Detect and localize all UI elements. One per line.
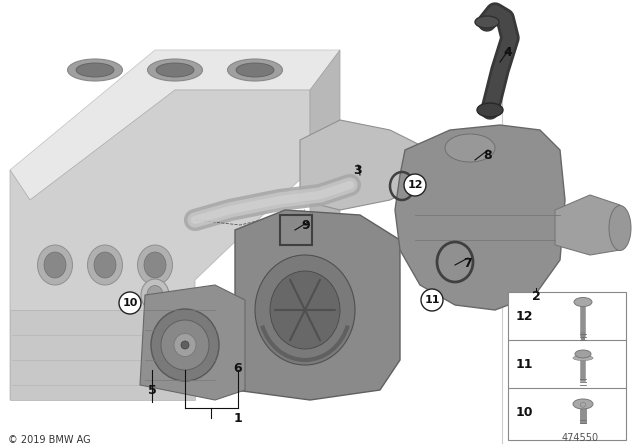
Ellipse shape	[609, 206, 631, 250]
Ellipse shape	[477, 103, 503, 117]
Ellipse shape	[144, 252, 166, 278]
Text: 12: 12	[516, 310, 534, 323]
Circle shape	[404, 174, 426, 196]
Circle shape	[421, 289, 443, 311]
Text: 5: 5	[148, 383, 156, 396]
Ellipse shape	[156, 63, 194, 77]
Ellipse shape	[44, 252, 66, 278]
Ellipse shape	[255, 255, 355, 365]
Polygon shape	[235, 210, 400, 400]
Bar	[508, 292, 626, 440]
Ellipse shape	[174, 333, 196, 357]
Text: 10: 10	[122, 298, 138, 308]
Ellipse shape	[138, 245, 173, 285]
Polygon shape	[10, 90, 310, 400]
Ellipse shape	[574, 297, 592, 306]
Text: 11: 11	[424, 295, 440, 305]
Polygon shape	[10, 50, 340, 200]
Text: © 2019 BMW AG: © 2019 BMW AG	[8, 435, 91, 445]
Ellipse shape	[94, 252, 116, 278]
Polygon shape	[300, 120, 420, 210]
Text: 12: 12	[407, 180, 423, 190]
Ellipse shape	[151, 309, 219, 381]
Text: 6: 6	[234, 362, 243, 375]
Ellipse shape	[141, 279, 169, 311]
Ellipse shape	[147, 59, 202, 81]
Ellipse shape	[575, 350, 591, 358]
Circle shape	[119, 292, 141, 314]
Text: 2: 2	[532, 289, 540, 302]
Ellipse shape	[147, 285, 163, 305]
Ellipse shape	[445, 134, 495, 162]
Polygon shape	[555, 195, 620, 255]
Text: 4: 4	[504, 46, 513, 59]
Ellipse shape	[573, 356, 593, 361]
Ellipse shape	[161, 320, 209, 370]
Polygon shape	[395, 125, 565, 310]
Ellipse shape	[88, 245, 122, 285]
Text: 11: 11	[516, 358, 534, 370]
Ellipse shape	[38, 245, 72, 285]
Ellipse shape	[475, 16, 499, 28]
Polygon shape	[310, 50, 340, 310]
Text: 1: 1	[234, 412, 243, 425]
Bar	[280, 215, 312, 245]
Polygon shape	[140, 285, 245, 400]
Text: 474550: 474550	[561, 433, 598, 443]
Text: 8: 8	[484, 148, 492, 161]
Text: 3: 3	[354, 164, 362, 177]
Ellipse shape	[67, 59, 122, 81]
Text: 9: 9	[301, 219, 310, 232]
Polygon shape	[10, 310, 195, 400]
Ellipse shape	[270, 271, 340, 349]
Ellipse shape	[181, 341, 189, 349]
Text: ⬡: ⬡	[580, 401, 586, 407]
Ellipse shape	[227, 59, 282, 81]
Text: 10: 10	[516, 405, 534, 418]
Text: 7: 7	[463, 257, 472, 270]
Ellipse shape	[236, 63, 274, 77]
Ellipse shape	[573, 399, 593, 409]
Ellipse shape	[76, 63, 114, 77]
